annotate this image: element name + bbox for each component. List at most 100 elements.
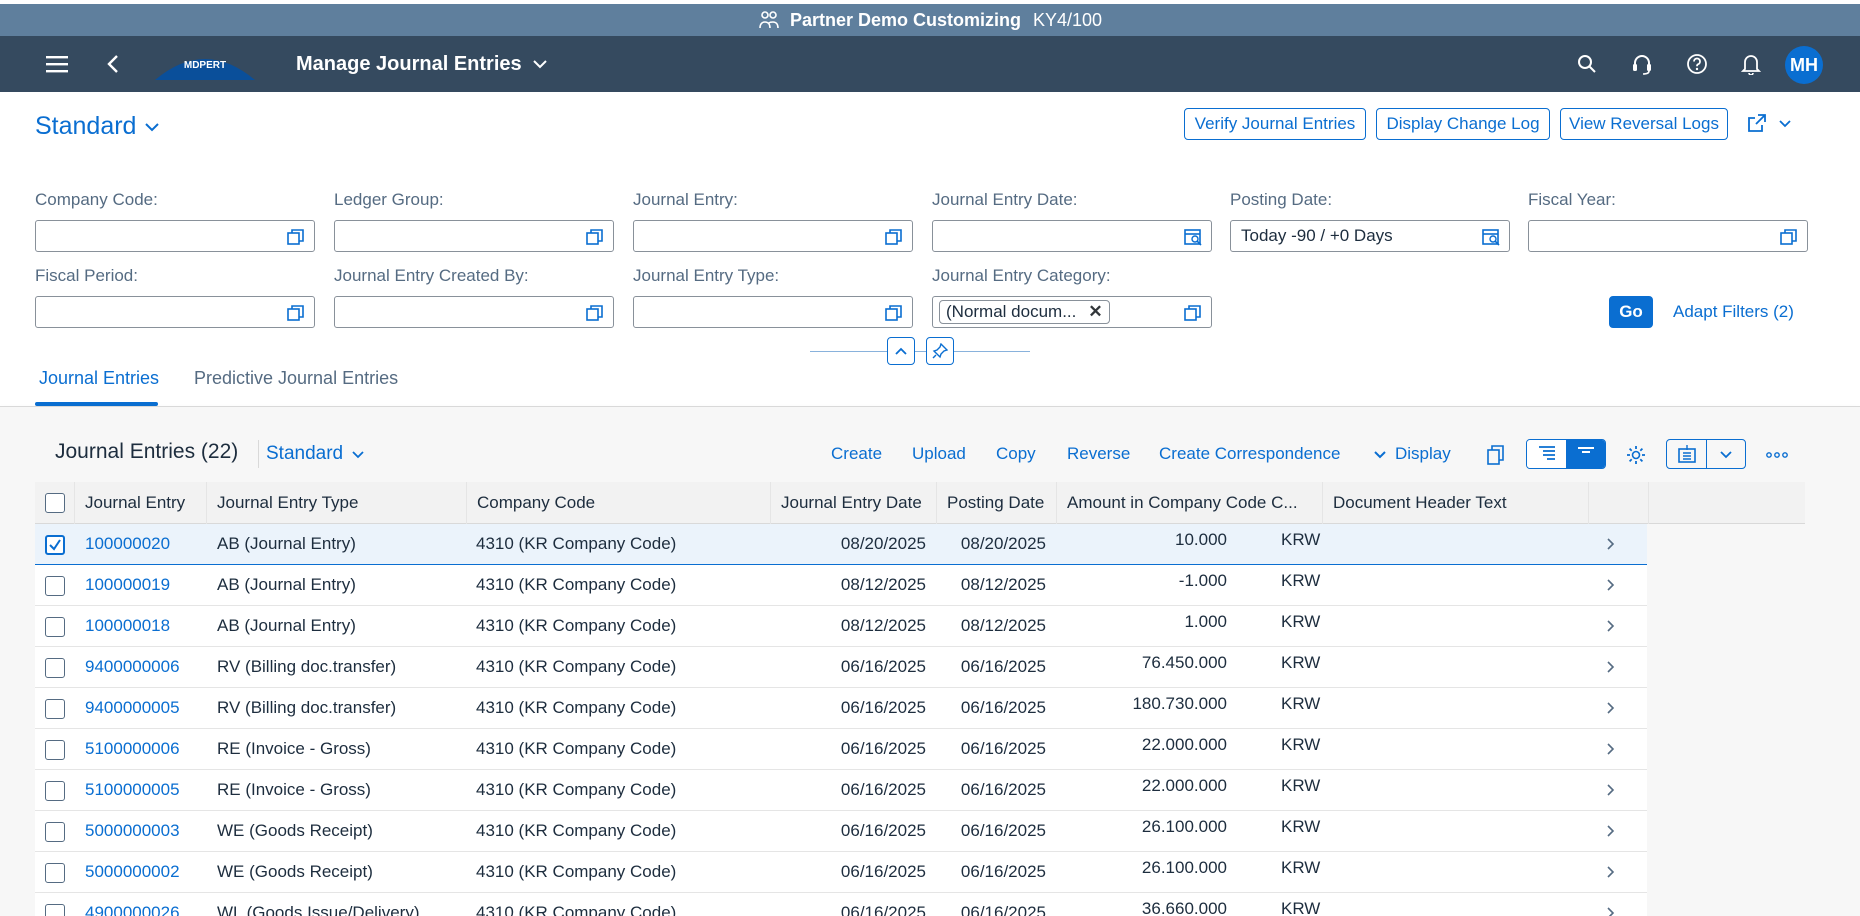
journal-entry-link[interactable]: 5000000003: [85, 821, 180, 840]
settings-icon[interactable]: [1622, 440, 1650, 470]
adapt-filters-button[interactable]: Adapt Filters (2): [1673, 302, 1794, 321]
fiscal-year-field[interactable]: [1528, 220, 1808, 252]
row-checkbox[interactable]: [45, 699, 65, 719]
row-checkbox[interactable]: [45, 740, 65, 760]
verify-journal-entries-button[interactable]: Verify Journal Entries: [1184, 108, 1366, 140]
share-menu[interactable]: [1746, 112, 1792, 134]
column-header[interactable]: Document Header Text: [1323, 482, 1589, 524]
help-icon[interactable]: [1677, 36, 1717, 92]
value-help-icon[interactable]: [286, 303, 306, 323]
chevron-right-icon[interactable]: [1603, 742, 1617, 756]
display-button[interactable]: Display: [1373, 444, 1451, 464]
headset-icon[interactable]: [1622, 36, 1662, 92]
table-row[interactable]: 100000019 AB (Journal Entry) 4310 (KR Comp…: [35, 565, 1647, 606]
menu-icon[interactable]: [37, 36, 77, 92]
journal-entry-link[interactable]: 100000020: [85, 534, 171, 553]
export-icon[interactable]: [1667, 440, 1706, 468]
select-all-checkbox[interactable]: [45, 493, 65, 513]
column-header[interactable]: Journal Entry: [75, 482, 207, 524]
company-logo[interactable]: MDPERT: [150, 48, 260, 82]
value-help-icon[interactable]: [585, 303, 605, 323]
reverse-button[interactable]: Reverse: [1067, 444, 1131, 463]
chevron-right-icon[interactable]: [1603, 701, 1617, 715]
table-row[interactable]: 4900000026 WL (Goods Issue/Delivery) 4310 …: [35, 893, 1647, 916]
column-header[interactable]: Journal Entry Date: [771, 482, 937, 524]
row-checkbox[interactable]: [45, 781, 65, 801]
upload-button[interactable]: Upload: [912, 444, 966, 463]
journal-entry-link[interactable]: 9400000005: [85, 698, 180, 717]
table-row[interactable]: 9400000006 RV (Billing doc.transfer) 4310 …: [35, 647, 1647, 688]
tab-journal-entries[interactable]: Journal Entries: [39, 368, 160, 388]
journal-entry-link[interactable]: 5000000002: [85, 862, 180, 881]
tree-view-icon[interactable]: [1527, 440, 1566, 468]
chevron-right-icon[interactable]: [1603, 865, 1617, 879]
created-by-field[interactable]: [334, 296, 614, 328]
value-help-icon[interactable]: [286, 227, 306, 247]
row-checkbox[interactable]: [45, 822, 65, 842]
column-header[interactable]: Journal Entry Type: [207, 482, 467, 524]
pin-header-button[interactable]: [926, 337, 954, 365]
go-button[interactable]: Go: [1609, 296, 1653, 328]
view-toggle[interactable]: [1526, 439, 1606, 469]
value-help-icon[interactable]: [585, 227, 605, 247]
app-title-menu[interactable]: Manage Journal Entries: [296, 36, 548, 92]
display-change-log-button[interactable]: Display Change Log: [1376, 108, 1550, 140]
journal-entry-link[interactable]: 4900000026: [85, 903, 180, 916]
create-button[interactable]: Create: [831, 444, 883, 463]
collapse-header-button[interactable]: [887, 337, 915, 365]
table-row[interactable]: 5000000002 WE (Goods Receipt) 4310 (KR Com…: [35, 852, 1647, 893]
journal-entry-link[interactable]: 5100000005: [85, 780, 180, 799]
copy-button[interactable]: Copy: [996, 444, 1036, 463]
row-checkbox[interactable]: [45, 863, 65, 883]
entry-category-field[interactable]: (Normal docum... ✕: [932, 296, 1212, 328]
value-help-icon[interactable]: [884, 227, 904, 247]
chevron-right-icon[interactable]: [1603, 537, 1617, 551]
table-row[interactable]: 5100000006 RE (Invoice - Gross) 4310 (KR C…: [35, 729, 1647, 770]
copy-icon[interactable]: [1484, 440, 1508, 470]
value-help-icon[interactable]: [1779, 227, 1799, 247]
chevron-right-icon[interactable]: [1603, 824, 1617, 838]
journal-entry-link[interactable]: 100000019: [85, 575, 171, 594]
calendar-icon[interactable]: [1183, 227, 1203, 247]
list-view-icon[interactable]: [1566, 440, 1605, 468]
chevron-right-icon[interactable]: [1603, 619, 1617, 633]
journal-entry-link[interactable]: 100000018: [85, 616, 171, 635]
column-header[interactable]: Posting Date: [937, 482, 1057, 524]
chevron-right-icon[interactable]: [1603, 783, 1617, 797]
company-code-field[interactable]: [35, 220, 315, 252]
search-icon[interactable]: [1567, 36, 1607, 92]
table-row[interactable]: 5100000005 RE (Invoice - Gross) 4310 (KR C…: [35, 770, 1647, 811]
table-row[interactable]: 9400000005 RV (Billing doc.transfer) 4310 …: [35, 688, 1647, 729]
journal-entry-date-field[interactable]: [932, 220, 1212, 252]
table-variant-management[interactable]: Standard: [266, 443, 365, 465]
entry-type-field[interactable]: [633, 296, 913, 328]
row-checkbox[interactable]: [45, 617, 65, 637]
ledger-group-field[interactable]: [334, 220, 614, 252]
close-icon[interactable]: ✕: [1088, 302, 1103, 321]
row-checkbox[interactable]: [45, 658, 65, 678]
chevron-right-icon[interactable]: [1603, 660, 1617, 674]
journal-entry-link[interactable]: 5100000006: [85, 739, 180, 758]
column-header[interactable]: Amount in Company Code C...: [1057, 482, 1323, 524]
chevron-right-icon[interactable]: [1603, 578, 1617, 592]
entry-category-token[interactable]: (Normal docum... ✕: [939, 300, 1110, 324]
back-icon[interactable]: [93, 36, 133, 92]
variant-management[interactable]: Standard: [35, 112, 160, 141]
create-correspondence-button[interactable]: Create Correspondence: [1159, 444, 1341, 463]
export-menu[interactable]: [1666, 439, 1746, 469]
posting-date-field[interactable]: Today -90 / +0 Days: [1230, 220, 1510, 252]
chevron-right-icon[interactable]: [1603, 906, 1617, 916]
table-row[interactable]: 100000018 AB (Journal Entry) 4310 (KR Comp…: [35, 606, 1647, 647]
row-checkbox[interactable]: [45, 904, 65, 916]
journal-entry-link[interactable]: 9400000006: [85, 657, 180, 676]
avatar[interactable]: MH: [1785, 46, 1823, 84]
value-help-icon[interactable]: [1183, 303, 1203, 323]
value-help-icon[interactable]: [884, 303, 904, 323]
more-icon[interactable]: [1763, 440, 1791, 470]
chevron-down-icon[interactable]: [1706, 440, 1745, 468]
column-header[interactable]: Company Code: [467, 482, 771, 524]
tab-predictive-journal-entries[interactable]: Predictive Journal Entries: [194, 368, 399, 388]
row-checkbox[interactable]: [45, 576, 65, 596]
fiscal-period-field[interactable]: [35, 296, 315, 328]
journal-entry-field[interactable]: [633, 220, 913, 252]
